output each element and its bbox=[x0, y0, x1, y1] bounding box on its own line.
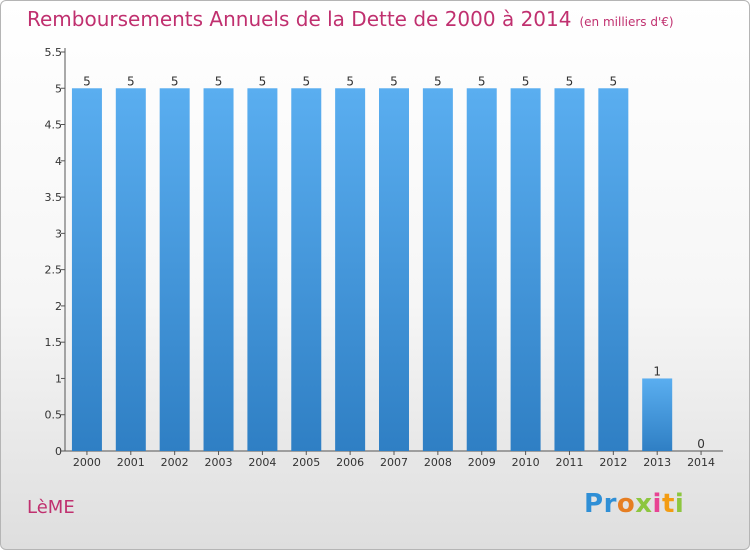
x-tick-label: 2009 bbox=[468, 456, 496, 469]
commune-name: LèME bbox=[27, 497, 75, 518]
bar bbox=[115, 88, 146, 451]
y-tick-label: 3 bbox=[55, 227, 62, 240]
x-tick-label: 2006 bbox=[336, 456, 364, 469]
logo-letter: i bbox=[652, 489, 662, 519]
logo-letter: t bbox=[661, 489, 675, 519]
y-tick-label: 1 bbox=[55, 372, 62, 385]
bar bbox=[159, 88, 190, 451]
data-label: 5 bbox=[302, 74, 310, 88]
title-text: Remboursements Annuels de la Dette de 20… bbox=[27, 7, 572, 31]
x-tick-label: 2004 bbox=[248, 456, 276, 469]
title-unit: (en milliers d'€) bbox=[579, 15, 674, 29]
bar bbox=[335, 88, 366, 451]
y-tick-label: 0 bbox=[55, 445, 62, 458]
bar bbox=[598, 88, 629, 451]
x-tick-label: 2014 bbox=[687, 456, 715, 469]
data-label: 5 bbox=[171, 74, 179, 88]
y-tick-label: 5 bbox=[55, 82, 62, 95]
x-tick-label: 2012 bbox=[599, 456, 627, 469]
data-label: 5 bbox=[390, 74, 398, 88]
x-tick-label: 2005 bbox=[292, 456, 320, 469]
y-tick-label: 4.5 bbox=[45, 119, 63, 132]
logo-letter: r bbox=[603, 489, 617, 519]
y-tick-label: 0.5 bbox=[45, 409, 63, 422]
bar bbox=[203, 88, 234, 451]
data-label: 1 bbox=[653, 364, 661, 378]
y-tick-label: 5.5 bbox=[45, 46, 63, 59]
x-tick-label: 2001 bbox=[117, 456, 145, 469]
bar bbox=[247, 88, 278, 451]
logo-letter: o bbox=[616, 489, 636, 519]
logo-letter: P bbox=[584, 489, 604, 519]
x-tick-label: 2002 bbox=[161, 456, 189, 469]
x-tick-label: 2003 bbox=[205, 456, 233, 469]
bar bbox=[422, 88, 453, 451]
logo-letter: i bbox=[674, 489, 685, 519]
data-label: 5 bbox=[83, 74, 91, 88]
data-label: 5 bbox=[478, 74, 486, 88]
data-label: 0 bbox=[697, 437, 705, 451]
y-tick-label: 4 bbox=[55, 155, 62, 168]
bar bbox=[291, 88, 322, 451]
x-tick-label: 2007 bbox=[380, 456, 408, 469]
data-label: 5 bbox=[434, 74, 442, 88]
data-label: 5 bbox=[522, 74, 530, 88]
bar bbox=[379, 88, 409, 451]
x-tick-label: 2008 bbox=[424, 456, 452, 469]
data-label: 5 bbox=[566, 74, 574, 88]
data-label: 5 bbox=[127, 74, 135, 88]
x-tick-label: 2010 bbox=[512, 456, 540, 469]
bar bbox=[642, 378, 673, 451]
logo-letter: x bbox=[635, 489, 653, 519]
proxiti-logo: Proxiti bbox=[584, 489, 684, 519]
bar bbox=[510, 88, 541, 451]
data-label: 5 bbox=[259, 74, 267, 88]
y-tick-label: 2.5 bbox=[45, 264, 63, 277]
bar bbox=[466, 88, 497, 451]
chart-title: Remboursements Annuels de la Dette de 20… bbox=[27, 7, 674, 31]
x-tick-label: 2011 bbox=[555, 456, 583, 469]
data-label: 5 bbox=[346, 74, 354, 88]
y-tick-label: 1.5 bbox=[45, 336, 63, 349]
bar bbox=[71, 88, 102, 451]
y-tick-label: 3.5 bbox=[45, 191, 63, 204]
y-tick-label: 2 bbox=[55, 300, 62, 313]
bar bbox=[554, 88, 585, 451]
x-tick-label: 2000 bbox=[73, 456, 101, 469]
data-label: 5 bbox=[215, 74, 223, 88]
data-label: 5 bbox=[610, 74, 618, 88]
x-tick-label: 2013 bbox=[643, 456, 671, 469]
